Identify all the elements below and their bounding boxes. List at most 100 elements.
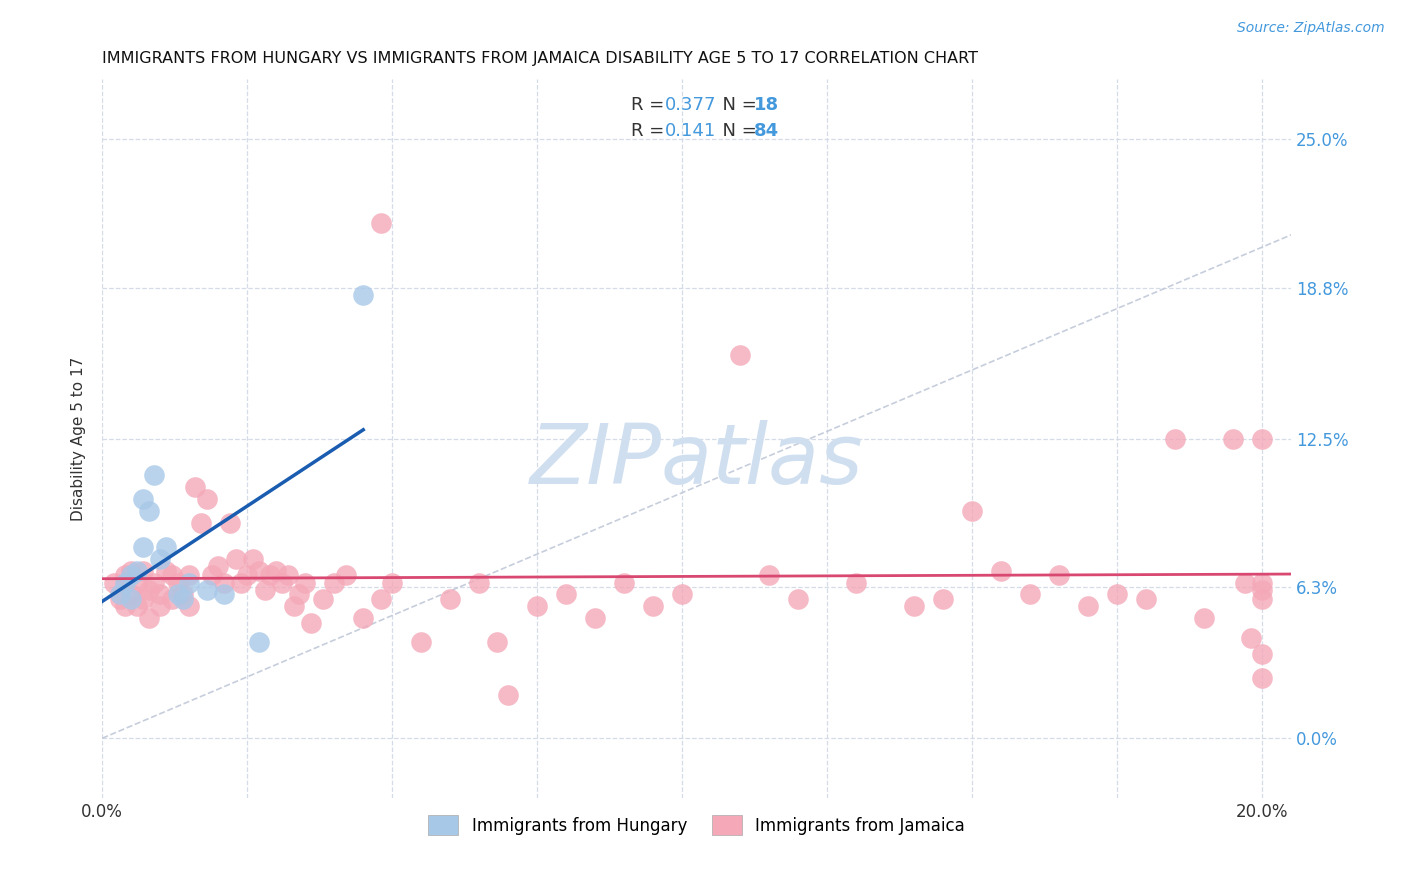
Point [283,599,305,614]
Point [179,575,201,590]
Point [932,592,955,607]
Point [125,564,148,578]
Point [120,587,142,601]
Point [212,575,235,590]
Point [583,611,606,625]
Point [299,616,322,631]
Legend: Immigrants from Hungary, Immigrants from Jamaica: Immigrants from Hungary, Immigrants from… [420,806,973,844]
Point [787,592,810,607]
Point [114,599,136,614]
Point [352,288,374,302]
Point [335,568,357,582]
Point [225,551,247,566]
Text: N =: N = [711,122,762,140]
Text: ZIPatlas: ZIPatlas [530,420,863,500]
Point [271,575,294,590]
Point [108,592,131,607]
Point [125,575,148,590]
Point [294,575,316,590]
Point [132,491,155,506]
Point [155,564,177,578]
Point [132,540,155,554]
Point [411,635,433,649]
Point [160,592,183,607]
Text: 84: 84 [754,122,779,140]
Point [247,564,270,578]
Point [1251,671,1274,685]
Point [1240,631,1263,645]
Point [1194,611,1216,625]
Point [1135,592,1157,607]
Point [555,587,578,601]
Point [179,599,201,614]
Point [172,587,194,601]
Point [643,599,665,614]
Point [166,587,188,601]
Text: Source: ZipAtlas.com: Source: ZipAtlas.com [1237,21,1385,35]
Point [613,575,636,590]
Text: 0.377: 0.377 [665,96,716,114]
Point [264,564,287,578]
Point [1251,592,1274,607]
Text: R =: R = [631,96,671,114]
Point [439,592,461,607]
Point [990,564,1012,578]
Point [120,592,142,607]
Point [195,582,218,597]
Point [1107,587,1129,601]
Text: IMMIGRANTS FROM HUNGARY VS IMMIGRANTS FROM JAMAICA DISABILITY AGE 5 TO 17 CORREL: IMMIGRANTS FROM HUNGARY VS IMMIGRANTS FR… [103,51,979,66]
Point [485,635,508,649]
Point [1251,432,1274,446]
Point [190,516,212,530]
Point [1251,575,1274,590]
Point [758,568,780,582]
Point [903,599,925,614]
Point [1251,648,1274,662]
Point [160,568,183,582]
Point [1077,599,1099,614]
Point [166,575,188,590]
Point [1233,575,1256,590]
Text: 0.141: 0.141 [665,122,716,140]
Point [155,540,177,554]
Point [352,611,374,625]
Point [149,599,172,614]
Point [1164,432,1187,446]
Point [671,587,693,601]
Point [236,568,259,582]
Text: N =: N = [711,96,762,114]
Point [468,575,491,590]
Point [845,575,868,590]
Point [496,688,519,702]
Point [218,516,240,530]
Point [247,635,270,649]
Point [143,575,166,590]
Point [149,551,172,566]
Point [381,575,404,590]
Point [132,592,155,607]
Point [138,582,160,597]
Text: 18: 18 [754,96,779,114]
Point [526,599,548,614]
Point [179,568,201,582]
Point [143,467,166,482]
Point [370,592,392,607]
Point [962,503,984,517]
Point [114,575,136,590]
Point [125,599,148,614]
Point [120,564,142,578]
Point [132,564,155,578]
Point [195,491,218,506]
Point [231,575,253,590]
Point [138,503,160,517]
Point [1251,582,1274,597]
Point [730,348,752,362]
Point [323,575,346,590]
Point [114,568,136,582]
Point [253,582,276,597]
Point [138,611,160,625]
Point [1222,432,1244,446]
Point [149,587,172,601]
Point [207,558,229,573]
Point [311,592,333,607]
